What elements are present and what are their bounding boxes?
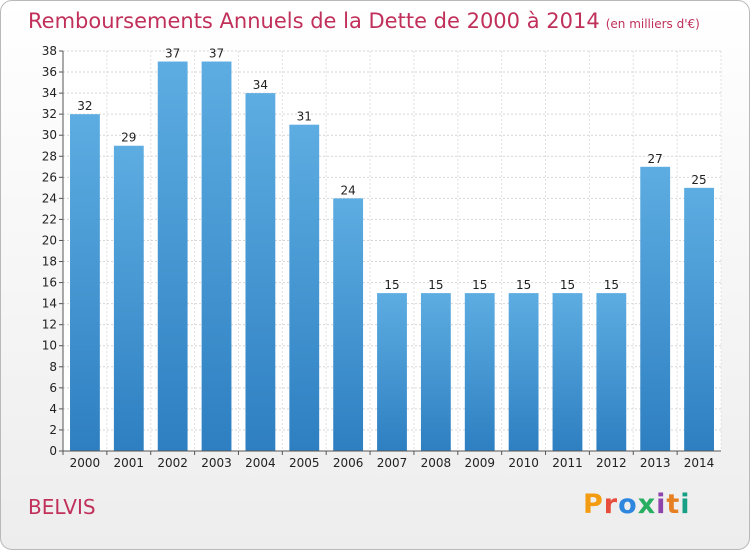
bar-2003 (201, 61, 232, 452)
value-label: 24 (340, 183, 355, 197)
chart-subtitle: (en milliers d'€) (605, 17, 700, 31)
x-tick-label: 2000 (70, 456, 101, 470)
x-tick-label: 2009 (464, 456, 495, 470)
y-tick-label: 12 (42, 318, 57, 332)
y-tick-label: 16 (42, 276, 57, 290)
x-tick-label: 2010 (508, 456, 539, 470)
chart-title-text: Remboursements Annuels de la Dette de 20… (28, 9, 600, 33)
value-label: 15 (428, 278, 443, 292)
bar-2009 (464, 293, 495, 451)
bar-2010 (508, 293, 539, 451)
x-tick-label: 2006 (333, 456, 364, 470)
y-tick-label: 36 (42, 65, 57, 79)
value-label: 15 (516, 278, 531, 292)
y-tick-label: 28 (42, 149, 57, 163)
y-tick-label: 26 (42, 170, 57, 184)
x-tick-label: 2012 (596, 456, 627, 470)
value-label: 15 (560, 278, 575, 292)
town-name: BELVIS (28, 495, 96, 519)
x-tick-label: 2011 (552, 456, 583, 470)
logo-letter: i (680, 489, 691, 520)
x-tick-label: 2003 (201, 456, 232, 470)
x-tick-label: 2008 (421, 456, 452, 470)
x-tick-label: 2002 (157, 456, 188, 470)
proxiti-logo: Proxiti (583, 489, 691, 520)
bar-2002 (157, 61, 188, 452)
y-tick-label: 2 (49, 423, 57, 437)
bars (70, 61, 714, 452)
bar-2006 (333, 198, 364, 451)
bar-2011 (552, 293, 583, 451)
logo-letter: r (603, 489, 619, 520)
bar-2007 (377, 293, 407, 451)
value-label: 15 (604, 278, 619, 292)
y-tick-label: 0 (49, 444, 57, 458)
logo-letter: P (583, 489, 604, 520)
logo-letter: o (618, 489, 638, 520)
y-tick-label: 18 (42, 255, 57, 269)
y-tick-label: 10 (42, 339, 57, 353)
y-tick-label: 4 (49, 402, 57, 416)
bar-2004 (245, 93, 276, 452)
y-tick-label: 20 (42, 233, 57, 247)
bar-2005 (289, 124, 320, 452)
x-tick-label: 2013 (640, 456, 671, 470)
value-label: 29 (121, 131, 136, 145)
value-label: 27 (648, 152, 663, 166)
bar-2012 (596, 293, 627, 451)
y-tick-label: 6 (49, 381, 57, 395)
x-tick-label: 2014 (684, 456, 715, 470)
logo-letter: t (666, 489, 681, 520)
bar-2014 (684, 187, 714, 451)
labels: 32 2000 29 2001 37 2002 37 2003 34 2004 31 2005 24 20… (70, 47, 715, 470)
y-tick-label: 30 (42, 128, 57, 142)
logo-letter: x (637, 489, 657, 520)
value-label: 34 (253, 78, 268, 92)
value-label: 25 (691, 173, 706, 187)
y-tick-label: 34 (42, 86, 57, 100)
y-tick-label: 8 (49, 360, 57, 374)
value-label: 32 (77, 99, 92, 113)
bar-2013 (640, 166, 671, 451)
value-label: 37 (209, 47, 224, 61)
bar-2001 (113, 145, 144, 451)
x-tick-label: 2005 (289, 456, 320, 470)
value-label: 37 (165, 47, 180, 61)
value-label: 15 (384, 278, 399, 292)
x-tick-label: 2004 (245, 456, 276, 470)
value-label: 31 (297, 110, 312, 124)
y-tick-label: 24 (42, 191, 57, 205)
y-tick-label: 38 (42, 44, 57, 58)
y-tick-label: 22 (42, 212, 57, 226)
y-tick-label: 14 (42, 297, 57, 311)
bar-2008 (420, 293, 451, 451)
chart-title: Remboursements Annuels de la Dette de 20… (28, 9, 700, 33)
x-tick-label: 2001 (114, 456, 145, 470)
logo-letter: i (656, 489, 667, 520)
bar-2000 (70, 114, 100, 451)
y-tick-label: 32 (42, 107, 57, 121)
value-label: 15 (472, 278, 487, 292)
x-tick-label: 2007 (377, 456, 408, 470)
